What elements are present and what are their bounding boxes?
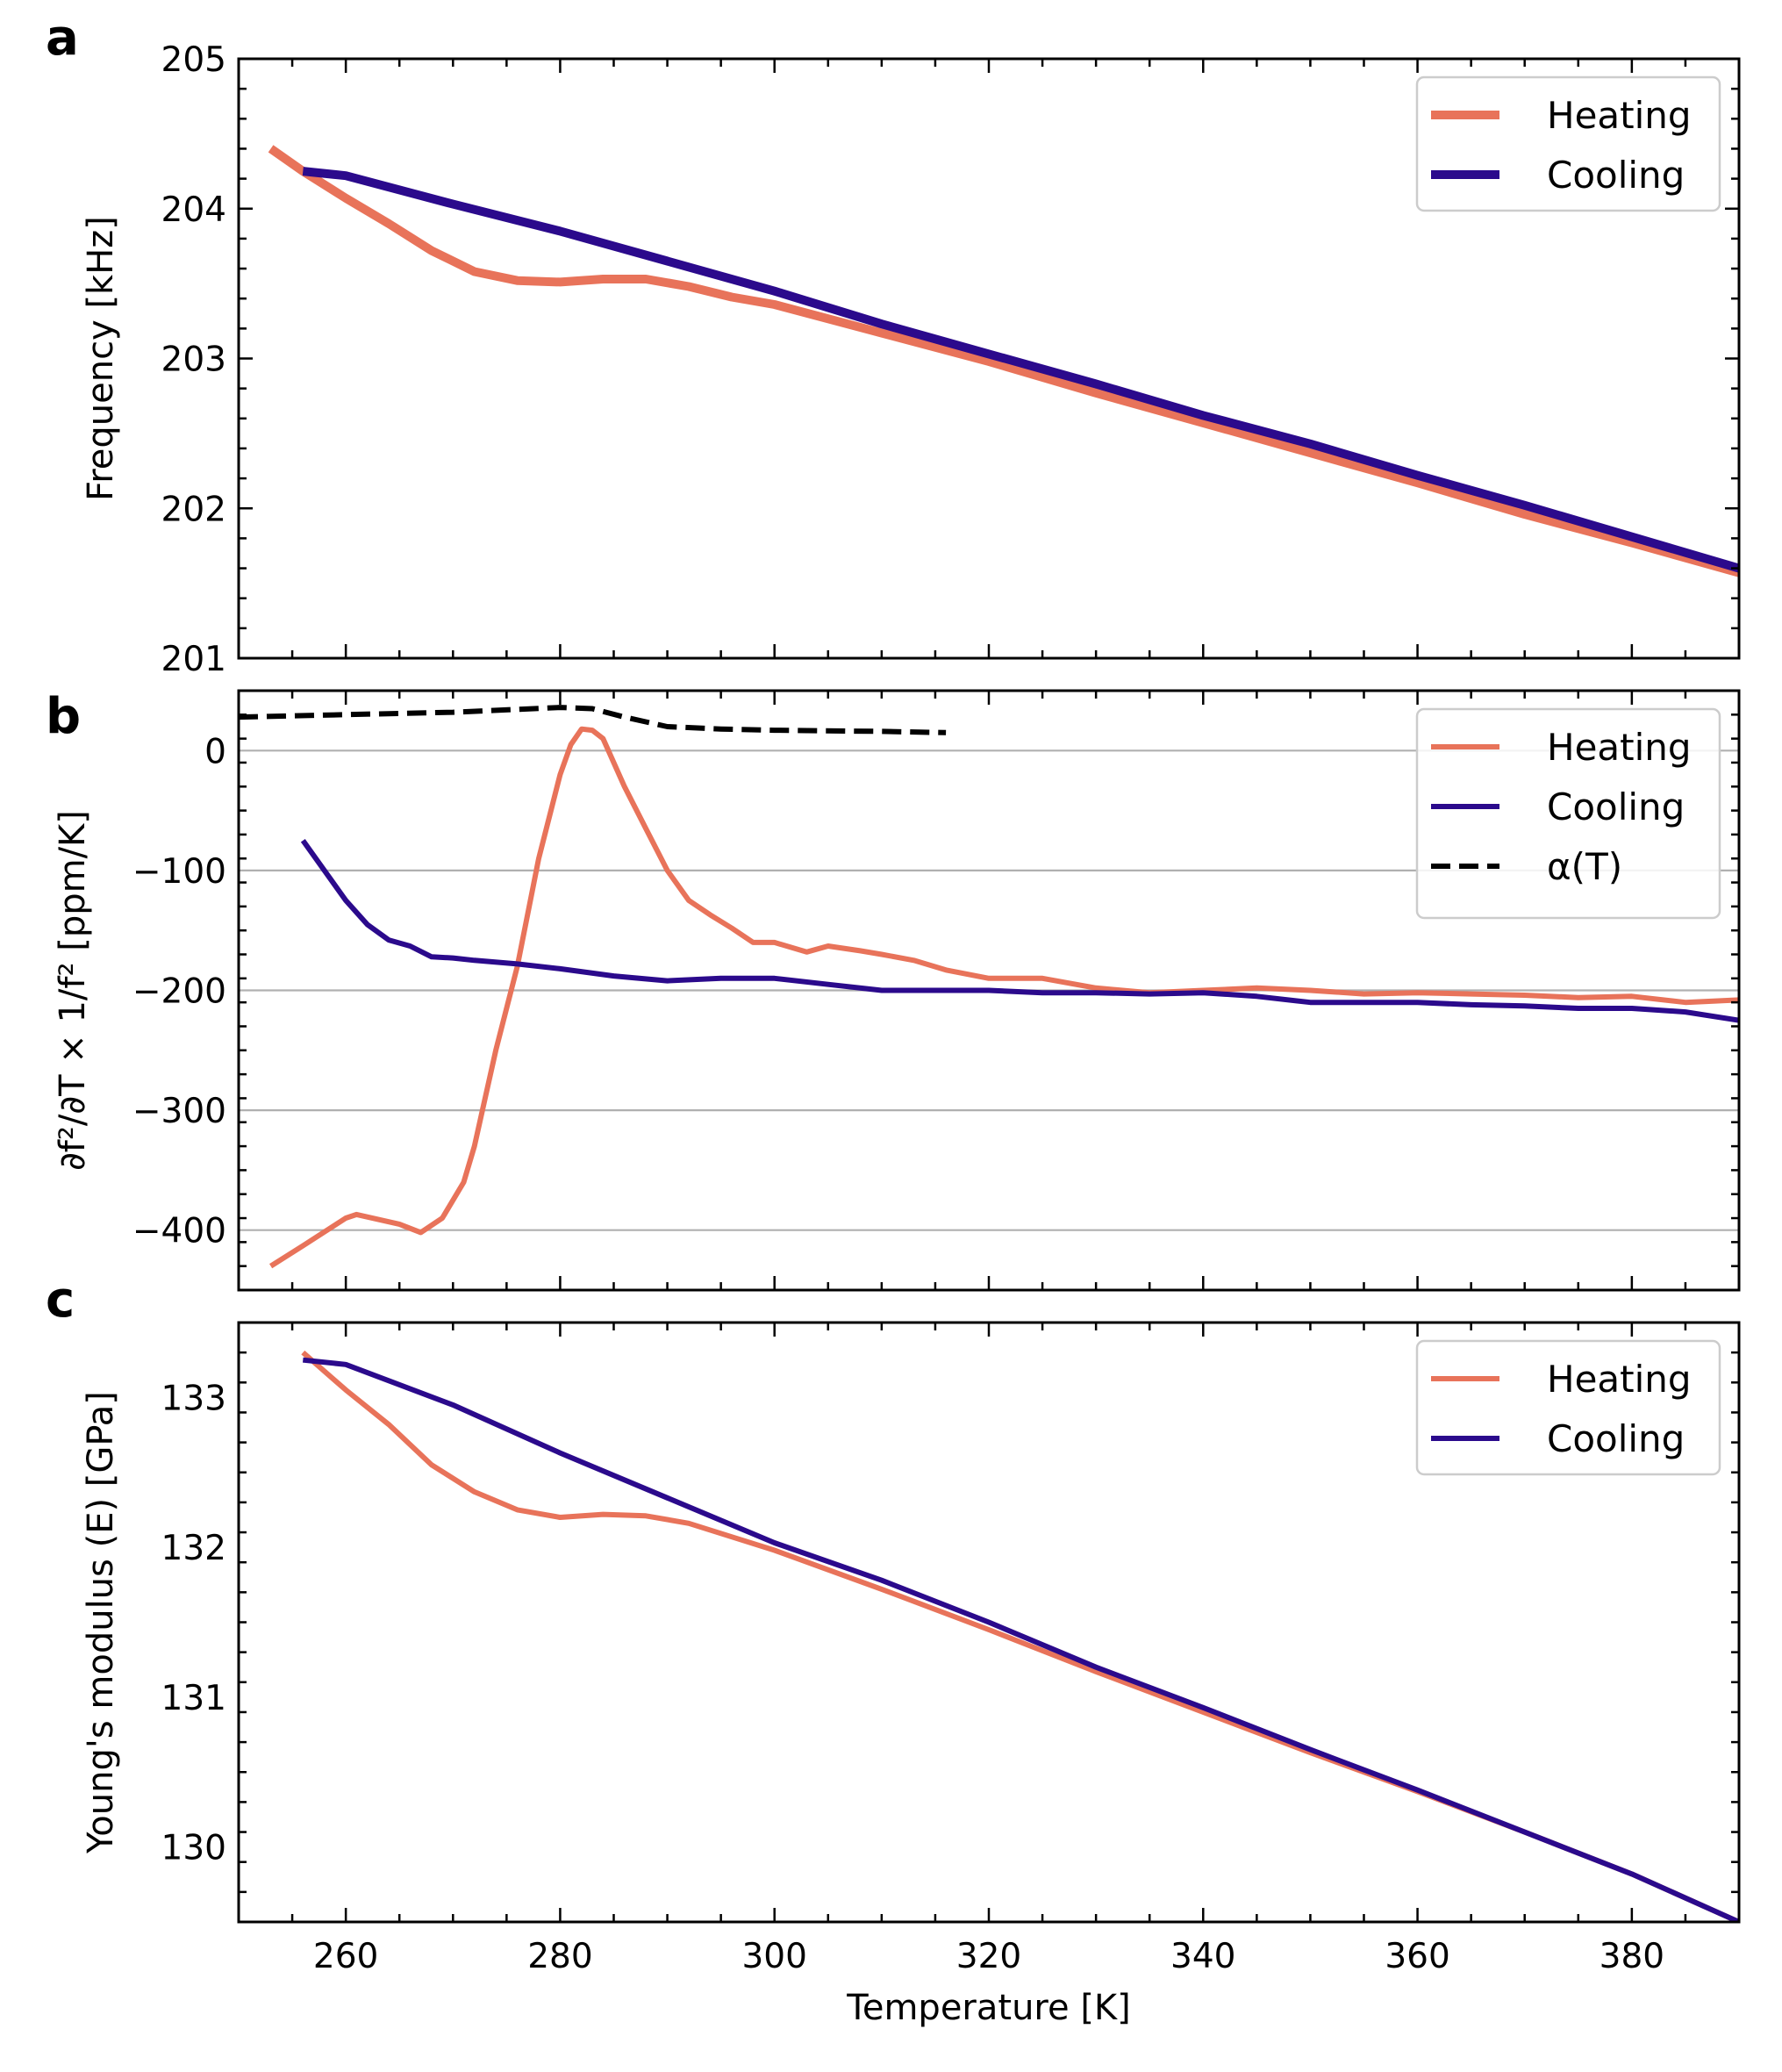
panel-letter: c [46,1272,75,1329]
legend-label: Cooling [1547,785,1685,828]
series-line-heating [268,145,1739,577]
legend-label: Cooling [1547,1417,1685,1460]
x-tick-label: 300 [741,1937,806,1976]
y-tick-label: 131 [161,1679,226,1718]
legend: Heating Cooling [1415,75,1721,212]
y-tick-label: 202 [161,490,226,529]
legend-label: Heating [1547,94,1692,137]
series-line-heating [268,726,1739,1269]
panel-letter: b [46,688,81,745]
y-tick-label: −200 [132,972,226,1012]
y-tick-label: 132 [161,1529,226,1568]
legend-label: Heating [1547,726,1692,769]
x-tick-label: 320 [956,1937,1021,1976]
panel-c: 260 280 300 320 340 360 380 130 131 132 133 Young's… [46,1272,1741,2028]
series-line-cooling [300,839,1739,1023]
y-tick-label: −100 [132,852,226,892]
x-tick-label: 280 [527,1937,592,1976]
panel-b: 0 −100 −200 −300 −400 ∂f²/∂T × 1/f² [ppm/K] b H… [46,688,1741,1292]
y-tick-label: −300 [132,1092,226,1131]
panel-a: 201 202 203 204 205 Frequency [kHz] a Heating Co… [46,10,1741,679]
legend-label: Heating [1547,1358,1692,1401]
y-tick-label: 205 [161,40,226,80]
series-line-cooling [302,1357,1739,1922]
y-axis-label: Frequency [kHz] [81,216,121,501]
legend-label: Cooling [1547,154,1685,197]
x-tick-label: 340 [1170,1937,1235,1976]
y-tick-label: 204 [161,190,226,230]
y-tick-label: 0 [204,732,226,771]
y-axis-label: Young's modulus (E) [GPa] [81,1391,121,1854]
y-axis-label: ∂f²/∂T × 1/f² [ppm/K] [53,810,93,1171]
y-tick-label: 203 [161,341,226,380]
x-tick-label: 360 [1385,1937,1449,1976]
legend-label: α(T) [1547,845,1622,888]
legend: Heating Cooling α(T) [1415,707,1721,920]
series-line-t [239,705,947,735]
legend: Heating Cooling [1415,1339,1721,1476]
panel-letter: a [46,10,79,67]
x-axis-label: Temperature [K] [846,1988,1131,2028]
y-tick-label: 201 [161,640,226,679]
y-tick-label: 133 [161,1379,226,1418]
series-line-cooling [302,167,1739,573]
x-tick-label: 380 [1600,1937,1664,1976]
y-tick-label: 130 [161,1829,226,1868]
y-tick-label: −400 [132,1212,226,1251]
x-tick-label: 260 [313,1937,378,1976]
